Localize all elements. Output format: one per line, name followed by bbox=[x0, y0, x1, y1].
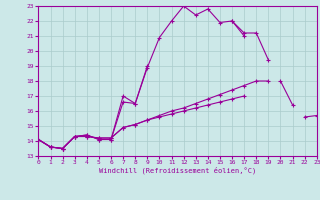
X-axis label: Windchill (Refroidissement éolien,°C): Windchill (Refroidissement éolien,°C) bbox=[99, 167, 256, 174]
